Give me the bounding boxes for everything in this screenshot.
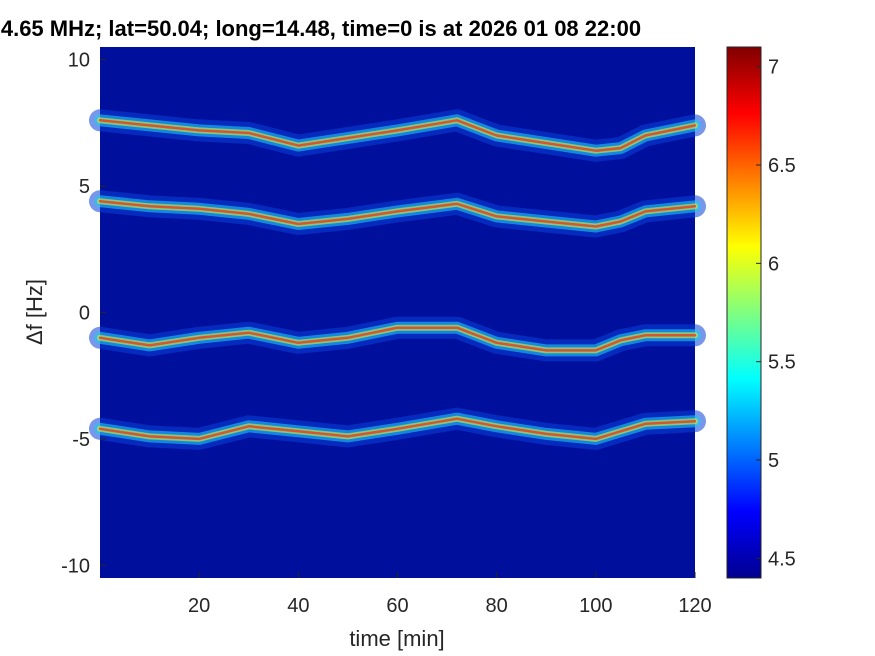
y-tick-label: 5 xyxy=(79,176,90,198)
y-tick-label: 10 xyxy=(68,50,90,72)
x-axis-label: time [min] xyxy=(349,626,444,651)
heatmap-area xyxy=(89,47,706,578)
trace-2-layer-4 xyxy=(98,199,697,228)
trace-1-layer-4 xyxy=(98,119,697,152)
colorbar-frame xyxy=(726,46,762,579)
x-tick-label: 80 xyxy=(486,595,508,617)
x-axis-ticks: 20 40 60 80 100 120 xyxy=(188,572,712,617)
x-tick-label: 40 xyxy=(287,595,309,617)
x-tick-label: 100 xyxy=(579,595,612,617)
colorbar-tick-label: 4.5 xyxy=(768,548,796,570)
colorbar-tick-label: 5.5 xyxy=(768,352,796,374)
colorbar-tick-label: 7 xyxy=(768,57,779,79)
y-axis-label: Δf [Hz] xyxy=(22,279,47,345)
trace-4-layer-4 xyxy=(98,417,697,441)
trace-3-layer-4 xyxy=(98,326,697,352)
x-tick-label: 20 xyxy=(188,595,210,617)
colorbar-tick-label: 6.5 xyxy=(768,155,796,177)
x-tick-label: 120 xyxy=(678,595,711,617)
chart-title: =4.65 MHz; lat=50.04; long=14.48, time=0… xyxy=(0,16,642,41)
colorbar-tick-label: 6 xyxy=(768,253,779,275)
colorbar-tick-label: 5 xyxy=(768,450,779,472)
y-axis-ticks: 10 5 0 -5 -10 xyxy=(61,50,106,577)
x-tick-label: 60 xyxy=(386,595,408,617)
colorbar xyxy=(727,47,761,578)
y-tick-label: -5 xyxy=(72,429,90,451)
heatmap-traces xyxy=(89,109,706,450)
y-tick-label: -10 xyxy=(61,555,90,577)
y-tick-label: 0 xyxy=(79,303,90,325)
colorbar-ticks: 7 6.5 6 5.5 5 4.5 xyxy=(726,46,796,579)
